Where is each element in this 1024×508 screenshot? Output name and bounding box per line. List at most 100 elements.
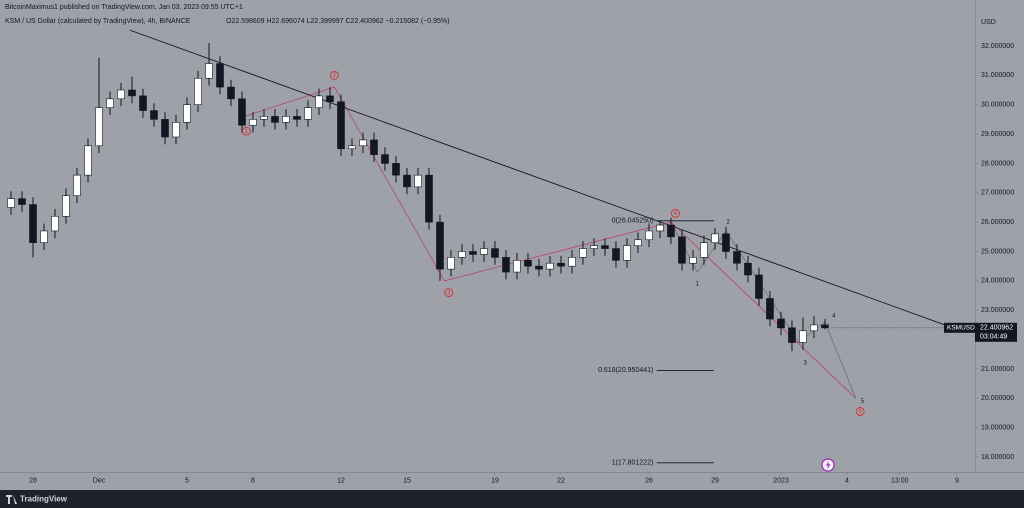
wave-line bbox=[244, 86, 857, 399]
candle-body bbox=[678, 236, 686, 264]
fib-label: 1(17.801222) bbox=[612, 460, 654, 467]
candle-body bbox=[447, 257, 455, 270]
candle-body bbox=[788, 327, 796, 343]
candle-body bbox=[106, 98, 114, 108]
y-tick-label: 19.000000 bbox=[981, 425, 1014, 432]
candle-body bbox=[810, 324, 818, 332]
brand: TradingView bbox=[20, 495, 68, 504]
candle-body bbox=[469, 251, 477, 255]
candle-body bbox=[425, 174, 433, 223]
candle-body bbox=[524, 260, 532, 267]
candle-body bbox=[821, 324, 829, 329]
candle-body bbox=[282, 116, 290, 123]
candle-body bbox=[590, 245, 598, 249]
candle-body bbox=[733, 251, 741, 264]
candle-body bbox=[40, 230, 48, 243]
x-tick-label: 15 bbox=[403, 478, 411, 485]
candle-body bbox=[293, 116, 301, 120]
y-tick-label: 29.000000 bbox=[981, 131, 1014, 138]
candle-body bbox=[249, 119, 257, 126]
candle-body bbox=[194, 77, 202, 105]
candle-body bbox=[601, 245, 609, 249]
candle-body bbox=[216, 63, 224, 88]
candle-body bbox=[29, 204, 37, 243]
fib-label: 0.618(20.950441) bbox=[598, 367, 653, 374]
symbol-tag-bg bbox=[944, 322, 975, 333]
candle-body bbox=[722, 233, 730, 252]
y-tick-label: 28.000000 bbox=[981, 160, 1014, 167]
candle-body bbox=[139, 95, 147, 111]
y-tick-label: 21.000000 bbox=[981, 366, 1014, 373]
wave-label: 1 bbox=[245, 129, 249, 135]
x-tick-label: 4 bbox=[845, 478, 849, 485]
candle-body bbox=[172, 122, 180, 138]
candle-body bbox=[128, 89, 136, 97]
candle-body bbox=[183, 104, 191, 123]
candle-body bbox=[326, 95, 334, 103]
trend-line bbox=[129, 29, 946, 326]
x-tick-label: Dec bbox=[93, 478, 106, 485]
x-tick-label: 2023 bbox=[773, 478, 789, 485]
candle-body bbox=[205, 63, 213, 79]
candle-body bbox=[359, 139, 367, 147]
subwave-label: 1 bbox=[696, 281, 700, 287]
candle-body bbox=[766, 298, 774, 320]
y-tick-label: 23.000000 bbox=[981, 307, 1014, 314]
candle-body bbox=[546, 262, 554, 270]
wave-marker bbox=[241, 126, 251, 136]
candle-body bbox=[381, 154, 389, 164]
candle-body bbox=[799, 330, 807, 343]
candle-body bbox=[238, 98, 246, 126]
symbol-tag: KSMUSD bbox=[947, 325, 975, 332]
candle-body bbox=[755, 274, 763, 299]
candle-body bbox=[260, 116, 268, 120]
candle-body bbox=[557, 262, 565, 267]
wave-marker bbox=[329, 70, 339, 80]
wave-marker bbox=[670, 208, 680, 218]
candle-body bbox=[612, 248, 620, 261]
countdown: 03:04:49 bbox=[980, 334, 1007, 341]
x-tick-label: 19 bbox=[491, 478, 499, 485]
candle-body bbox=[777, 318, 785, 329]
candle-body bbox=[513, 260, 521, 273]
price-tag-bg bbox=[975, 322, 1017, 342]
candle-body bbox=[700, 242, 708, 258]
candle-body bbox=[227, 86, 235, 100]
candle-body bbox=[337, 101, 345, 150]
publisher: BitcoinMaximus1 published on TradingView… bbox=[5, 4, 243, 11]
candle-body bbox=[568, 257, 576, 267]
candle-body bbox=[117, 89, 125, 100]
y-tick-label: 18.000000 bbox=[981, 454, 1014, 461]
wave-marker bbox=[444, 288, 454, 298]
x-tick-label: 29 bbox=[711, 478, 719, 485]
candle-body bbox=[150, 110, 158, 120]
footer-bar bbox=[0, 490, 1024, 508]
y-unit: USD bbox=[981, 19, 996, 26]
candle-body bbox=[370, 139, 378, 155]
y-tick-label: 31.000000 bbox=[981, 72, 1014, 79]
event-icon-bolt bbox=[826, 460, 831, 470]
ohlc-text: O22.598609 H22.696074 L22.399997 C22.400… bbox=[226, 18, 449, 25]
candle-body bbox=[667, 224, 675, 238]
candle-body bbox=[656, 224, 664, 232]
x-tick-label: 9 bbox=[955, 478, 959, 485]
x-tick-label: 8 bbox=[251, 478, 255, 485]
candle-body bbox=[7, 198, 15, 208]
candle-body bbox=[315, 95, 323, 108]
wave-marker bbox=[855, 407, 865, 416]
candle-body bbox=[502, 257, 510, 273]
candle-body bbox=[711, 233, 719, 243]
candle-body bbox=[73, 174, 81, 197]
y-tick-label: 32.000000 bbox=[981, 43, 1014, 50]
x-tick-label: 28 bbox=[29, 478, 37, 485]
y-tick-label: 27.000000 bbox=[981, 190, 1014, 197]
x-tick-label: 13:00 bbox=[891, 478, 909, 485]
y-tick-label: 30.000000 bbox=[981, 102, 1014, 109]
candle-body bbox=[535, 265, 543, 270]
candle-body bbox=[480, 248, 488, 255]
candle-body bbox=[744, 262, 752, 276]
candle-body bbox=[161, 119, 169, 138]
